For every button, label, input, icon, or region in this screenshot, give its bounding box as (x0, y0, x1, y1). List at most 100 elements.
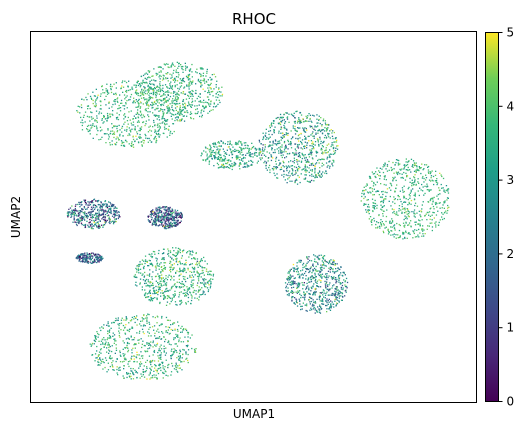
data-point (174, 104, 177, 106)
data-point (195, 92, 197, 95)
data-point (159, 66, 161, 68)
data-point (170, 279, 172, 281)
data-point (230, 165, 232, 167)
data-point (372, 210, 374, 212)
data-point (375, 227, 377, 229)
data-point (166, 216, 169, 219)
data-point (278, 122, 280, 124)
data-point (231, 151, 233, 153)
data-point (225, 166, 227, 168)
data-point (305, 169, 307, 171)
data-point (432, 175, 435, 178)
data-point (161, 122, 163, 124)
data-point (199, 115, 201, 118)
data-point (76, 215, 78, 217)
data-point (425, 164, 428, 166)
data-point (160, 221, 162, 223)
data-point (411, 185, 413, 187)
data-point (168, 125, 170, 127)
data-point (319, 122, 321, 125)
data-point (252, 161, 254, 163)
data-point (156, 260, 158, 262)
data-point (418, 166, 420, 168)
data-point (394, 198, 396, 200)
data-point (157, 225, 159, 227)
data-point (160, 75, 162, 78)
data-point (159, 280, 161, 282)
data-point (240, 147, 242, 149)
data-point (136, 271, 138, 273)
data-point (177, 76, 179, 78)
data-point (97, 200, 99, 202)
data-point (385, 215, 388, 218)
data-point (169, 268, 172, 270)
data-point (135, 106, 137, 108)
data-point (114, 99, 116, 101)
data-point (108, 107, 110, 109)
data-point (157, 105, 159, 107)
data-point (102, 216, 105, 218)
data-point (265, 161, 268, 163)
data-point (265, 138, 267, 140)
data-point (107, 138, 110, 140)
data-point (153, 101, 156, 104)
data-point (190, 250, 192, 253)
data-point (110, 221, 112, 223)
data-point (73, 218, 75, 221)
data-point (210, 155, 212, 158)
data-point (203, 101, 205, 104)
data-point (284, 282, 287, 284)
data-point (209, 155, 211, 157)
data-point (441, 207, 443, 209)
data-point (435, 214, 438, 216)
data-point (286, 129, 288, 131)
data-point (419, 187, 421, 189)
data-point (428, 189, 430, 191)
data-point (296, 292, 298, 294)
data-point (177, 103, 179, 105)
data-point (214, 76, 217, 78)
data-point (115, 220, 117, 223)
data-point (278, 130, 280, 132)
data-point (289, 166, 291, 168)
data-point (407, 166, 409, 169)
data-point (169, 103, 171, 105)
data-point (171, 209, 174, 211)
data-point (111, 143, 113, 146)
data-point (169, 303, 171, 305)
data-point (382, 202, 384, 204)
data-point (152, 93, 154, 96)
data-point (311, 151, 313, 153)
data-point (179, 267, 181, 269)
data-point (192, 251, 194, 253)
data-point (70, 216, 72, 218)
data-point (83, 254, 85, 257)
data-point (371, 180, 373, 182)
data-point (217, 156, 220, 158)
data-point (191, 63, 193, 66)
data-point (300, 308, 302, 311)
data-point (153, 219, 155, 221)
data-point (167, 225, 169, 227)
data-point (171, 277, 173, 279)
data-point (274, 166, 277, 168)
data-point (161, 218, 163, 220)
data-point (307, 161, 309, 163)
data-point (390, 230, 392, 232)
data-point (164, 226, 166, 228)
data-point (191, 254, 193, 256)
data-point (160, 108, 162, 111)
data-point (402, 233, 404, 235)
data-point (153, 251, 156, 253)
data-point (179, 109, 182, 111)
data-point (172, 123, 175, 125)
data-point (209, 105, 211, 107)
data-point (160, 219, 163, 221)
data-point (76, 258, 78, 260)
data-point (177, 252, 179, 254)
data-point (215, 84, 217, 86)
data-point (187, 105, 189, 107)
data-point (403, 171, 405, 174)
data-point (85, 213, 87, 215)
data-point (108, 211, 111, 213)
